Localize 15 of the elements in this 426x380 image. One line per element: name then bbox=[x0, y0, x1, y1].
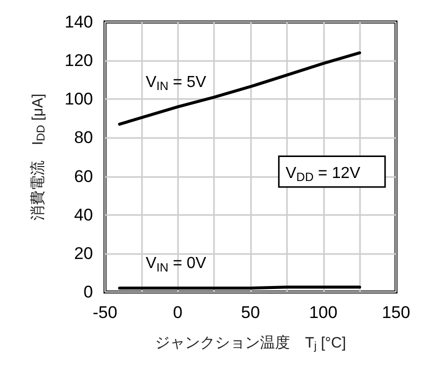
x-tick-label: 0 bbox=[173, 303, 182, 322]
y-tick-label: 40 bbox=[74, 205, 93, 224]
x-tick-label: 50 bbox=[241, 303, 260, 322]
line-series bbox=[118, 51, 362, 126]
x-tick-label: -50 bbox=[92, 303, 118, 322]
y-axis-title: 消費電流 IDD [μA] bbox=[30, 94, 48, 220]
y-tick-label: 60 bbox=[74, 166, 93, 186]
y-tick-label: 120 bbox=[64, 51, 93, 70]
y-tick-label: 100 bbox=[64, 90, 93, 109]
y-tick-label: 0 bbox=[84, 282, 93, 302]
x-tick-label: 150 bbox=[382, 303, 410, 322]
x-tick-label: 100 bbox=[309, 303, 338, 322]
y-tick-label: 140 bbox=[64, 12, 93, 32]
y-tick-label: 80 bbox=[74, 128, 93, 148]
y-tick-label: 20 bbox=[74, 244, 93, 263]
